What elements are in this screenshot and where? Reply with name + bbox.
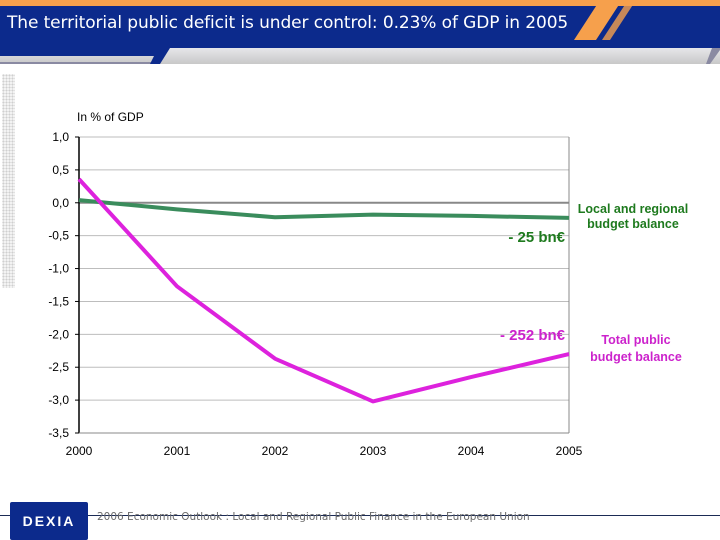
- y-tick-label: -0,5: [48, 229, 69, 243]
- header-subband: [0, 48, 720, 64]
- legend-label: budget balance: [590, 350, 682, 364]
- x-tick-label: 2001: [164, 444, 191, 458]
- legend-label: Total public: [601, 333, 670, 347]
- header-diagonal-orange: [574, 0, 622, 40]
- y-tick-label: -3,0: [48, 393, 69, 407]
- y-tick-label: -1,0: [48, 262, 69, 276]
- y-tick-label: -2,0: [48, 327, 69, 341]
- header-diagonal-orange-2: [602, 0, 636, 40]
- y-tick-label: -2,5: [48, 360, 69, 374]
- decorative-dot-pattern: [2, 74, 15, 288]
- series-annotation: - 252 bn€: [500, 327, 566, 344]
- line-chart: In % of GDP 1,0 0,5 0,0 -0,5 -1,0 -1,5 -2,0 -2,…: [48, 110, 688, 458]
- series-annotation: - 25 bn€: [508, 229, 565, 246]
- y-tick-label: 1,0: [52, 130, 69, 144]
- header-diagonal-grey: [706, 48, 720, 64]
- local-budget-line: [78, 198, 570, 220]
- y-tick-label: -1,5: [48, 294, 69, 308]
- dexia-logo: DEXIA: [10, 502, 88, 540]
- header-diagonals: [150, 0, 720, 64]
- header-tab: [0, 48, 158, 56]
- y-axis-label: In % of GDP: [77, 110, 144, 124]
- x-tick-label: 2002: [262, 444, 289, 458]
- y-tick-label: -3,5: [48, 426, 69, 440]
- x-tick-label: 2004: [458, 444, 485, 458]
- header-divider: [0, 62, 160, 64]
- legend-label: Local and regional: [578, 202, 688, 216]
- total-budget-line: [77, 177, 570, 404]
- page-title: The territorial public deficit is under …: [7, 13, 569, 33]
- y-tick-label: 0,0: [52, 196, 69, 210]
- y-tick-label: 0,5: [52, 163, 69, 177]
- footer-caption: 2006 Economic Outlook : Local and Region…: [97, 511, 530, 523]
- x-tick-label: 2003: [360, 444, 387, 458]
- footer-divider: [0, 515, 720, 516]
- header-accent-stripe: [0, 0, 720, 6]
- x-tick-label: 2000: [66, 444, 93, 458]
- legend-label: budget balance: [587, 217, 679, 231]
- x-tick-label: 2005: [556, 444, 583, 458]
- header-diagonal-blue: [150, 48, 170, 64]
